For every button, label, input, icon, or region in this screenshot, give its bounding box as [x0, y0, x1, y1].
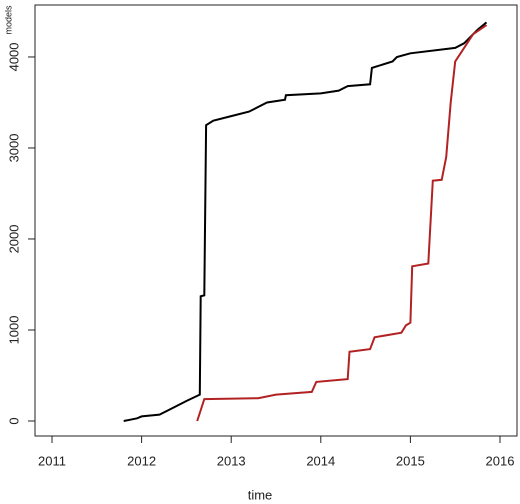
x-tick-label: 2011 [38, 453, 66, 468]
x-tick-label: 2013 [217, 453, 246, 468]
plot-frame [34, 4, 518, 437]
x-tick-label: 2016 [486, 453, 515, 468]
x-axis-label: time [248, 487, 273, 502]
y-tick-label: 3000 [6, 134, 21, 163]
x-tick-label: 2012 [127, 453, 156, 468]
line-series [196, 24, 488, 422]
y-tick-label: 2000 [6, 225, 21, 254]
y-tick-label: 0 [6, 417, 21, 424]
line-series [123, 21, 488, 422]
y-tick-label: 1000 [6, 316, 21, 345]
x-tick-label: 2014 [306, 453, 335, 468]
y-tick-label: 4000 [6, 43, 21, 72]
y-axis-label: models [3, 5, 13, 35]
x-tick-label: 2015 [396, 453, 425, 468]
